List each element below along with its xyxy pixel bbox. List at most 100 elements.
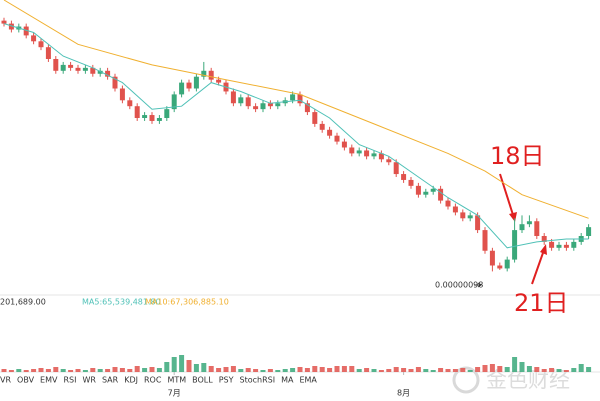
volume-bar [415,367,421,372]
candle-body [460,212,466,219]
volume-bar [393,367,399,372]
candle-body [290,94,296,101]
volume-bar [586,367,592,372]
candle-body [171,94,177,110]
indicator-tab[interactable]: BOLL [192,376,213,385]
ma-line [3,0,589,219]
watermark-logo [452,366,480,394]
volume-bar [238,369,244,372]
candle-body [482,230,488,251]
volume-bar [23,370,29,372]
volume-bar [8,370,14,372]
volume-bar [267,369,273,372]
indicator-tab[interactable]: SAR [102,376,119,385]
volume-bar [378,370,384,372]
candle-body [216,79,222,83]
candle-body [504,259,510,269]
candle-body [97,70,103,74]
ma-line [3,23,589,249]
candle-body [430,188,436,192]
volume-bar [97,369,103,372]
indicator-tab[interactable]: StochRSI [240,376,276,385]
indicator-tab[interactable]: KDJ [124,376,138,385]
indicator-tab[interactable]: ROC [144,376,162,385]
volume-bar [549,368,555,372]
indicator-tab[interactable]: PSY [219,376,234,385]
volume-bar [334,366,340,372]
volume-bar [282,369,288,372]
candle-body [105,70,111,77]
volume-bar [371,369,377,372]
volume-bar [186,360,192,372]
indicator-tab[interactable]: EMV [40,376,58,385]
indicator-tab[interactable]: RSI [63,376,76,385]
candle-body [1,20,7,24]
candle-body [75,67,81,71]
annotation-arrow [499,173,515,219]
volume-bar [304,368,310,372]
annotation: 18日 [490,142,545,170]
candle-body [142,115,148,118]
candle-body [156,118,162,121]
legend-item: MA10:67,306,885.10 [145,298,229,307]
candle-body [341,141,347,148]
low-label: 0.00000098 [435,281,483,290]
indicator-tab[interactable]: MA [281,376,294,385]
candle-body [127,100,133,107]
candle-body [38,41,44,48]
annotation-arrow [531,249,545,285]
candle-body [201,70,207,77]
candle-body [193,76,199,89]
candle-body [297,94,303,104]
candle-body [467,215,473,219]
annotation-arrowhead [540,244,547,255]
candle-body [497,265,503,269]
indicator-tab[interactable]: OBV [17,376,35,385]
volume-bar [430,370,436,372]
indicator-tab[interactable]: VR [0,376,11,385]
volume-bar [452,369,458,372]
volume-bar [541,369,547,372]
candle-body [267,103,273,107]
volume-bar [68,370,74,372]
volume-bar [297,367,303,372]
candle-body [475,215,481,231]
indicator-tab[interactable]: WR [82,376,96,385]
candle-body [438,188,444,201]
candle-body [45,47,51,59]
legend-item: MA5:65,539,481.80 [82,298,161,307]
candle-body [423,191,429,195]
candle-body [68,64,74,68]
candle-body [23,26,29,36]
candle-body [415,185,421,195]
candle-body [371,153,377,157]
annotation-arrowhead [509,212,517,222]
volume-bar [31,369,37,372]
volume-bar [497,366,503,372]
candle-body [393,162,399,175]
candle-body [179,82,185,95]
volume-bar [571,368,577,372]
volume-bar [149,367,155,372]
volume-bar [260,370,266,372]
volume-bar [578,364,584,372]
volume-bar [423,369,429,372]
volume-bar [90,368,96,372]
candle-body [275,103,281,107]
candle-body [82,67,88,71]
candle-body [8,23,14,30]
candle-body [164,109,170,118]
candle-body [556,244,562,248]
volume-bar [445,369,451,372]
volume-bar [386,369,392,372]
volume-bar [253,369,259,372]
volume-bar [38,368,44,372]
volume-bar [216,368,222,372]
volume-bar [245,368,251,372]
candle-body [319,123,325,130]
candle-body [312,112,318,124]
indicator-tab[interactable]: MTM [167,376,186,385]
volume-bar [16,369,22,372]
candle-body [53,59,59,71]
indicator-tab[interactable]: EMA [299,376,317,385]
